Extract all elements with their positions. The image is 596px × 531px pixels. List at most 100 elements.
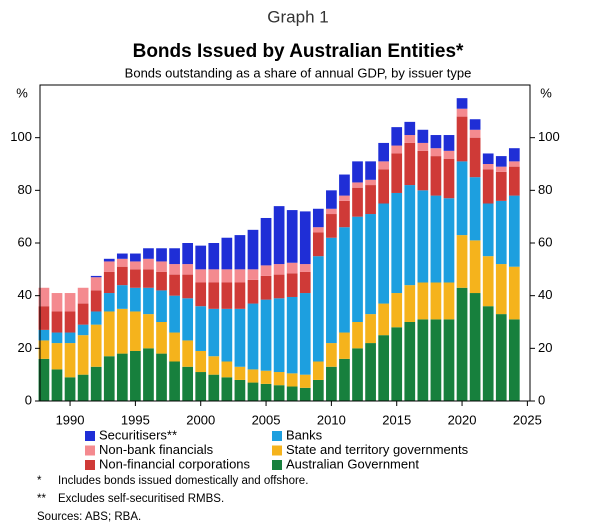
bar-segment (365, 343, 376, 401)
bar-segment (130, 261, 141, 270)
bar-segment (38, 340, 50, 359)
bar-segment (208, 243, 220, 270)
y2-tick-label: 0 (538, 392, 545, 407)
y2-tick-label: 40 (538, 287, 552, 302)
chart-title: Bonds Issued by Australian Entities* (133, 41, 464, 62)
bar-segment (469, 240, 481, 294)
bar-segment (195, 350, 207, 373)
y-tick-label: 0 (25, 392, 32, 407)
bar-segment (273, 264, 285, 275)
bar-segment (182, 274, 194, 299)
bar-segment (103, 293, 115, 312)
bar-segment (260, 383, 272, 401)
bar-segment (404, 185, 416, 286)
x-tick-label: 2020 (448, 412, 477, 427)
bar-segment (90, 324, 102, 367)
bar-segment (273, 274, 285, 299)
bar-segment (156, 322, 167, 354)
bar-segment (208, 308, 220, 357)
x-tick-label: 1995 (121, 412, 150, 427)
bar-segment (469, 137, 481, 178)
bar-segment (234, 379, 246, 401)
bar-segment (90, 290, 102, 312)
bar-segment (182, 340, 194, 367)
bar-segment (482, 169, 494, 204)
bar-segment (38, 358, 50, 401)
bar-segment (391, 153, 403, 193)
bar-segment (443, 319, 455, 401)
x-tick-label: 2025 (513, 412, 542, 427)
bar-segment (286, 262, 298, 274)
bar-segment (469, 119, 481, 130)
bar-segment (90, 275, 102, 278)
bar-segment (378, 142, 390, 162)
bar-segment (299, 293, 311, 375)
bar-segment (38, 329, 50, 341)
bar-segment (312, 227, 324, 233)
bar-segment (482, 164, 494, 170)
bar-segment (404, 285, 416, 322)
x-tick-label: 2005 (252, 412, 281, 427)
bar-segment (234, 282, 246, 309)
bar-segment (234, 308, 246, 367)
bar-segment (456, 116, 468, 162)
y2-tick-label: 100 (538, 129, 560, 144)
bar-segment (391, 192, 403, 294)
bar-segment (482, 153, 494, 164)
bar-segment (38, 287, 50, 307)
bar-segment (378, 161, 390, 170)
bar-segment (208, 269, 220, 283)
bar-segment (260, 370, 272, 384)
bar-segment (443, 150, 455, 159)
bar-segment (326, 366, 337, 401)
bar-segment (299, 387, 311, 401)
bar-segment (90, 311, 102, 325)
bar-segment (234, 366, 246, 380)
bar-segment (286, 296, 298, 374)
bar-segment (456, 287, 468, 401)
bar-segment (430, 282, 442, 320)
bar-segment (365, 214, 376, 315)
bar-segment (352, 348, 363, 401)
bar-segment (286, 273, 298, 297)
bar-segment (247, 269, 259, 280)
bar-segment (326, 214, 337, 238)
bar-segment (182, 243, 194, 265)
bar-segment (273, 385, 285, 401)
bar-segment (469, 129, 481, 138)
bar-segment (221, 308, 233, 362)
y2-tick-label: 60 (538, 234, 552, 249)
bar-segment (508, 266, 520, 320)
bar-segment (169, 274, 180, 296)
bar-segment (391, 127, 403, 146)
bar-segment (116, 258, 128, 267)
bar-segment (260, 299, 272, 371)
bar-segment (103, 311, 115, 357)
legend-label: Australian Government (286, 456, 419, 471)
y2-tick-label: 80 (538, 182, 552, 197)
bar-segment (90, 366, 102, 401)
bar-segment (90, 277, 102, 291)
bar-segment (143, 348, 154, 401)
bar-segment (443, 282, 455, 320)
bar-segment (286, 386, 298, 401)
bar-segment (352, 187, 363, 217)
bar-segment (130, 253, 141, 262)
bar-segment (51, 369, 63, 401)
y-tick-label: 60 (18, 234, 32, 249)
bar-segment (339, 174, 350, 196)
note-text: Includes bonds issued domestically and o… (58, 475, 308, 487)
bar-segment (38, 306, 50, 330)
bar-segment (482, 203, 494, 257)
bar-segment (339, 200, 350, 228)
chart-subtitle: Bonds outstanding as a share of annual G… (125, 65, 472, 80)
bar-segment (208, 374, 220, 401)
bar-segment (64, 343, 76, 378)
legend-swatch (85, 431, 95, 441)
bar-segment (508, 166, 520, 196)
bar-segment (273, 372, 285, 386)
bar-segment (508, 148, 520, 162)
bar-segment (234, 269, 246, 283)
bar-segment (77, 303, 89, 325)
y-tick-label: 100 (10, 129, 32, 144)
